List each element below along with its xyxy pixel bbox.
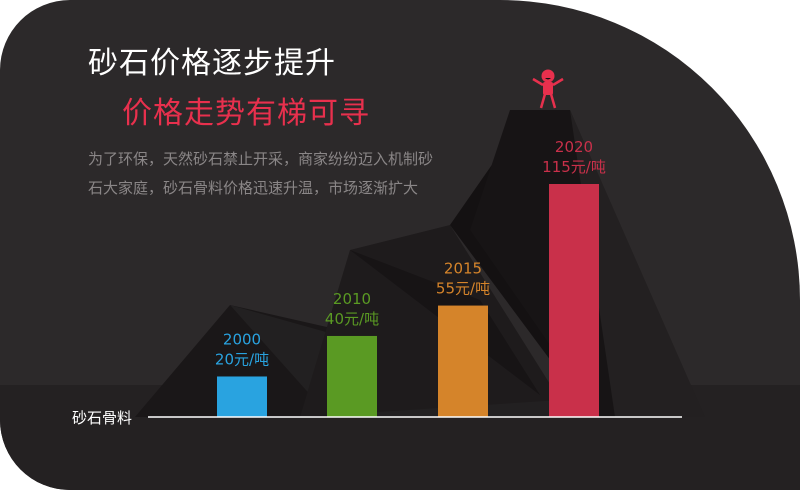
page-title: 砂石价格逐步提升 [88,46,336,81]
value-label: 20元/吨 [215,350,269,368]
value-label: 115元/吨 [542,158,606,176]
bar-2000 [217,376,267,417]
year-label: 2015 [444,260,482,278]
bar-2015 [438,305,488,417]
year-label: 2010 [333,290,371,308]
bar-2020 [549,184,599,417]
bar-2010 [327,335,377,417]
year-label: 2020 [555,138,593,156]
cheering-person-icon [532,69,564,109]
page-subtitle: 价格走势有梯可寻 [122,96,370,131]
description: 为了环保，天然砂石禁止开采，商家纷纷迈入机制砂石大家庭，砂石骨料价格迅速升温，市… [88,150,434,197]
x-axis-label: 砂石骨料 [72,409,132,427]
value-label: 55元/吨 [436,280,490,298]
value-label: 40元/吨 [325,310,379,328]
year-label: 2000 [223,330,261,348]
